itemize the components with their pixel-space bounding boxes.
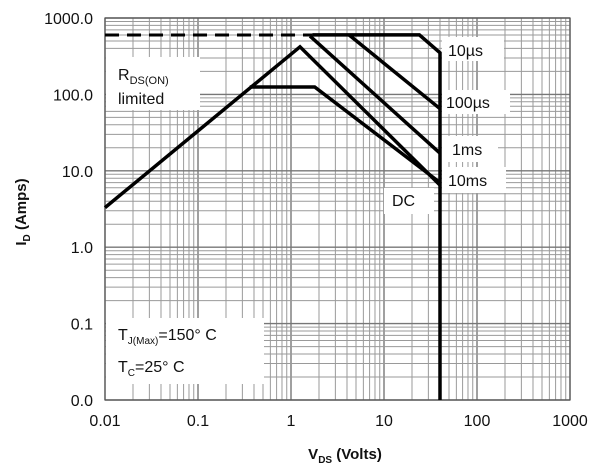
conditions-annotation: TJ(Max)=150° C TC=25° C bbox=[106, 318, 264, 384]
tick-labels: 0.01 0.1 1 10 100 1000 0.0 0.1 1.0 10.0 100.0 1000.… bbox=[44, 11, 588, 430]
condition-tc-rest: =25° C bbox=[135, 359, 185, 376]
series-line-10ms bbox=[249, 85, 442, 184]
y-tick-label: 0.1 bbox=[71, 317, 93, 334]
x-tick-label: 100 bbox=[464, 413, 491, 430]
svg-text:RDS(ON): RDS(ON) bbox=[118, 67, 169, 87]
x-tick-label: 0.01 bbox=[89, 413, 120, 430]
series-line-100us bbox=[347, 33, 442, 111]
y-axis-title-sub: D bbox=[22, 234, 33, 241]
label-dc: DC bbox=[392, 193, 415, 210]
x-axis-title-rest: (Volts) bbox=[332, 446, 382, 463]
svg-text:TC=25° C: TC=25° C bbox=[118, 359, 185, 379]
y-tick-label: 0.0 bbox=[71, 393, 93, 410]
plot-frame bbox=[104, 17, 571, 401]
x-tick-label: 1 bbox=[287, 413, 296, 430]
y-tick-label: 1.0 bbox=[71, 240, 93, 257]
x-axis-title-sub: DS bbox=[318, 455, 332, 466]
y-tick-label: 10.0 bbox=[62, 164, 93, 181]
series-line-1ms bbox=[308, 34, 442, 155]
x-axis-title: VDS (Volts) bbox=[308, 446, 382, 466]
x-tick-label: 1000 bbox=[552, 413, 588, 430]
y-axis-title: ID (Amps) bbox=[13, 178, 33, 245]
condition-tj-sub: J(Max) bbox=[128, 336, 159, 347]
series-line-dc bbox=[103, 44, 442, 209]
rdson-sub: DS(ON) bbox=[130, 75, 169, 87]
plot-area bbox=[103, 33, 442, 400]
rdson-annotation: RDS(ON) limited bbox=[106, 57, 200, 110]
y-axis-title-main: I bbox=[13, 241, 30, 245]
condition-tj-main: T bbox=[118, 327, 128, 344]
series-labels: 10µs 100µs 1ms 10ms DC bbox=[384, 37, 510, 214]
x-tick-label: 0.1 bbox=[187, 413, 209, 430]
label-100us: 100µs bbox=[446, 95, 490, 112]
condition-tc-sub: C bbox=[128, 368, 135, 379]
x-tick-label: 10 bbox=[375, 413, 393, 430]
y-axis-title-rest: (Amps) bbox=[13, 178, 30, 234]
rdson-line2: limited bbox=[118, 91, 164, 108]
svg-text:TJ(Max)=150° C: TJ(Max)=150° C bbox=[118, 327, 217, 347]
y-tick-label: 100.0 bbox=[53, 87, 93, 104]
label-1ms: 1ms bbox=[452, 142, 482, 159]
condition-tc-main: T bbox=[118, 359, 128, 376]
y-tick-label: 1000.0 bbox=[44, 11, 93, 28]
rdson-main: R bbox=[118, 67, 130, 84]
series-line-10us bbox=[312, 33, 442, 400]
x-axis-title-main: V bbox=[308, 446, 318, 463]
condition-tj-rest: =150° C bbox=[158, 327, 216, 344]
label-10us: 10µs bbox=[448, 43, 483, 60]
label-10ms: 10ms bbox=[448, 173, 487, 190]
